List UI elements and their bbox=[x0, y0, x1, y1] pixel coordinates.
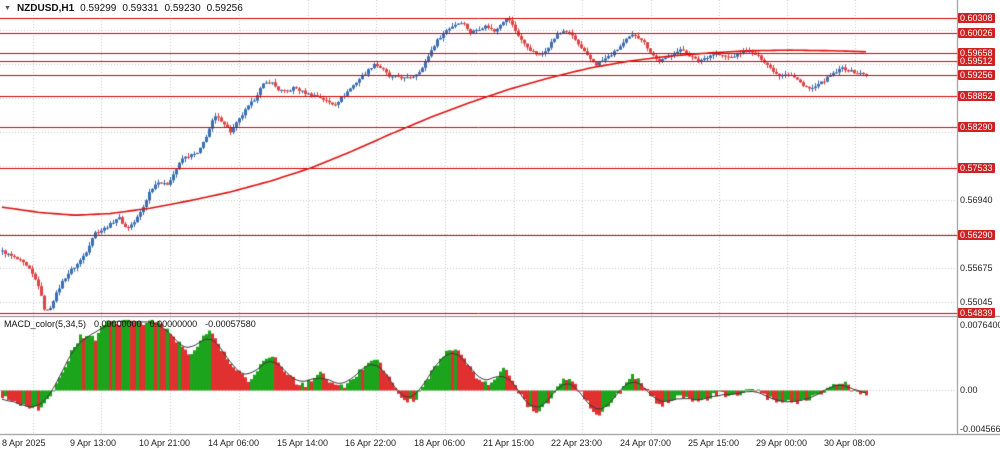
ohlc-close: 0.59256 bbox=[206, 3, 243, 14]
ohlc-low: 0.59230 bbox=[164, 3, 201, 14]
macd-value-1: 0.00000000 bbox=[94, 319, 142, 329]
ohlc-high: 0.59331 bbox=[122, 3, 159, 14]
macd-value-3: -0.00057580 bbox=[205, 319, 256, 329]
chart-title: ▼ NZDUSD,H1 0.59299 0.59331 0.59230 0.59… bbox=[4, 3, 243, 14]
symbol-timeframe-label: NZDUSD,H1 bbox=[16, 3, 75, 14]
ohlc-open: 0.59299 bbox=[80, 3, 117, 14]
macd-indicator-label: MACD_color(5,34,5) 0.00000000 0.00000000… bbox=[4, 319, 256, 329]
symbol-dropdown-icon[interactable]: ▼ bbox=[4, 5, 11, 12]
macd-name: MACD_color(5,34,5) bbox=[4, 319, 87, 329]
macd-value-2: 0.00000000 bbox=[149, 319, 198, 329]
